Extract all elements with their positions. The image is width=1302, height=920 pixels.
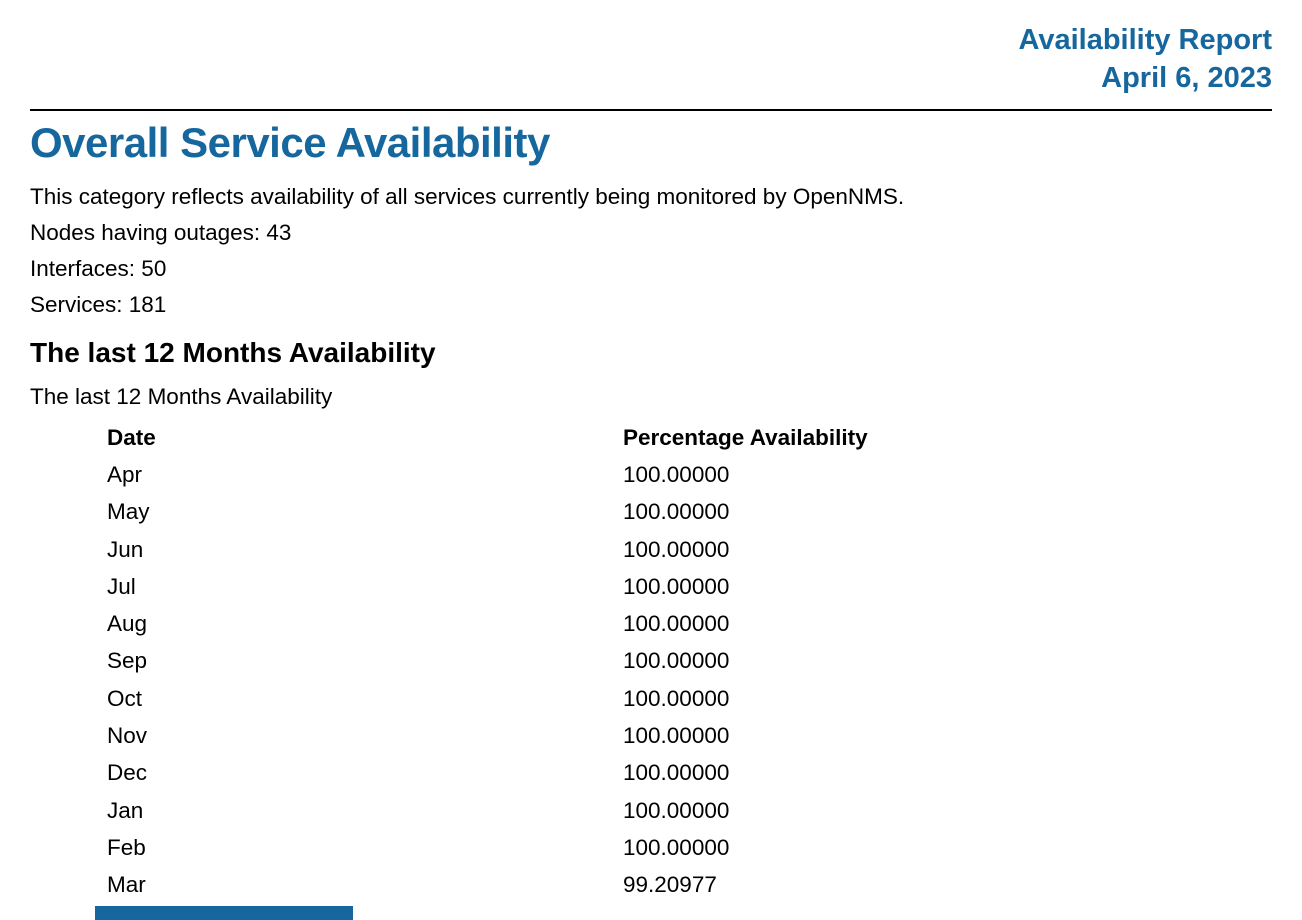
chart-bar-partial	[95, 906, 353, 920]
month-cell: Sep	[107, 648, 148, 674]
table-header-row: Date Percentage Availability	[107, 419, 868, 456]
month-cell: Apr	[107, 461, 143, 487]
section-title: Overall Service Availability	[30, 119, 550, 166]
table-row: Jun 100.00000	[107, 531, 868, 568]
month-cell: Dec	[107, 760, 148, 786]
table-row: Apr 100.00000	[107, 456, 868, 493]
availability-cell: 100.00000	[623, 723, 730, 749]
availability-cell: 100.00000	[623, 536, 730, 562]
table-row: Feb 100.00000	[107, 829, 868, 866]
table-row: May 100.00000	[107, 494, 868, 531]
month-cell: Jun	[107, 536, 144, 562]
table-row: Dec 100.00000	[107, 755, 868, 792]
stat-nodes-outages: Nodes having outages: 43	[30, 220, 292, 245]
month-cell: Jul	[107, 573, 136, 599]
availability-cell: 100.00000	[623, 834, 730, 860]
month-cell: Feb	[107, 834, 146, 860]
table-caption: The last 12 Months Availability	[30, 384, 333, 409]
availability-table: Date Percentage Availability Apr 100.000…	[107, 419, 868, 904]
availability-cell: 100.00000	[623, 685, 730, 711]
subsection-title: The last 12 Months Availability	[30, 337, 436, 368]
table-row: Oct 100.00000	[107, 680, 868, 717]
column-header-date: Date	[107, 424, 156, 450]
table-row: Jan 100.00000	[107, 792, 868, 829]
availability-cell: 100.00000	[623, 461, 730, 487]
stat-services: Services: 181	[30, 292, 167, 317]
availability-cell: 100.00000	[623, 499, 730, 525]
column-header-availability: Percentage Availability	[623, 424, 868, 450]
table-row: Nov 100.00000	[107, 717, 868, 754]
availability-cell: 99.20977	[623, 872, 717, 898]
month-cell: Oct	[107, 685, 143, 711]
report-title: Availability Report	[1018, 24, 1272, 56]
report-header: Availability Report April 6, 2023	[30, 0, 1272, 97]
table-row: Aug 100.00000	[107, 605, 868, 642]
month-cell: Aug	[107, 611, 148, 637]
stat-interfaces: Interfaces: 50	[30, 256, 167, 281]
section-description: This category reflects availability of a…	[30, 184, 905, 209]
month-cell: Jan	[107, 797, 144, 823]
availability-cell: 100.00000	[623, 648, 730, 674]
table-row: Sep 100.00000	[107, 643, 868, 680]
availability-cell: 100.00000	[623, 611, 730, 637]
table-row: Mar 99.20977	[107, 867, 868, 904]
month-cell: Nov	[107, 723, 148, 749]
report-date: April 6, 2023	[1101, 62, 1272, 94]
availability-cell: 100.00000	[623, 760, 730, 786]
availability-cell: 100.00000	[623, 797, 730, 823]
table-row: Jul 100.00000	[107, 568, 868, 605]
header-divider	[30, 109, 1272, 111]
availability-cell: 100.00000	[623, 573, 730, 599]
month-cell: May	[107, 499, 150, 525]
month-cell: Mar	[107, 872, 146, 898]
